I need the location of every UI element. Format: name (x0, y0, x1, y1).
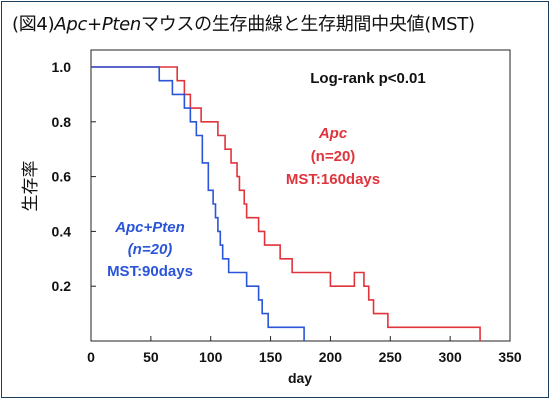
apc-pten-label-n: (n=20) (128, 241, 173, 258)
y-tick-label: 0.8 (52, 114, 72, 130)
title-prefix: (図4) (12, 14, 55, 35)
y-tick-label: 0.4 (52, 223, 72, 239)
x-tick-label: 100 (199, 349, 223, 365)
x-tick-label: 0 (87, 349, 95, 365)
y-tick-label: 1.0 (52, 59, 72, 75)
x-tick-label: 150 (259, 349, 283, 365)
survival-curves (91, 66, 481, 341)
x-axis-label: day (288, 370, 312, 386)
apc-label-n: (n=20) (311, 148, 356, 165)
apc-pten-label: Apc+Pten (n=20) MST:90days (107, 219, 193, 280)
plot-area (90, 49, 511, 342)
apc-label: Apc (n=20) MST:160days (286, 125, 380, 188)
axes: 0 50 100 150 200 250 300 350 0.2 0.4 0.6 0.8 1.0 (52, 59, 522, 365)
y-tick-label: 0.2 (52, 278, 72, 294)
apc-label-name: Apc (318, 125, 348, 142)
y-tick-label: 0.6 (52, 169, 72, 185)
x-tick-label: 200 (319, 349, 343, 365)
title-genotype: Apc+Pten (54, 14, 142, 35)
apc-label-mst: MST:160days (286, 171, 380, 188)
x-tick-label: 250 (379, 349, 403, 365)
title-suffix: マウスの生存曲線と生存期間中央値(MST) (141, 14, 475, 35)
apc-pten-survival-line (91, 66, 305, 341)
apc-pten-label-mst: MST:90days (107, 263, 193, 280)
apc-survival-line (91, 66, 481, 341)
x-tick-label: 50 (143, 349, 159, 365)
figure-title: (図4)Apc+Ptenマウスの生存曲線と生存期間中央値(MST) (12, 10, 475, 36)
annotation-pvalue: Log-rank p<0.01 (310, 70, 425, 87)
x-tick-label: 300 (438, 349, 462, 365)
x-tick-label: 350 (498, 349, 522, 365)
apc-pten-label-name: Apc+Pten (114, 219, 185, 236)
y-axis-label: 生存率 (21, 161, 41, 212)
